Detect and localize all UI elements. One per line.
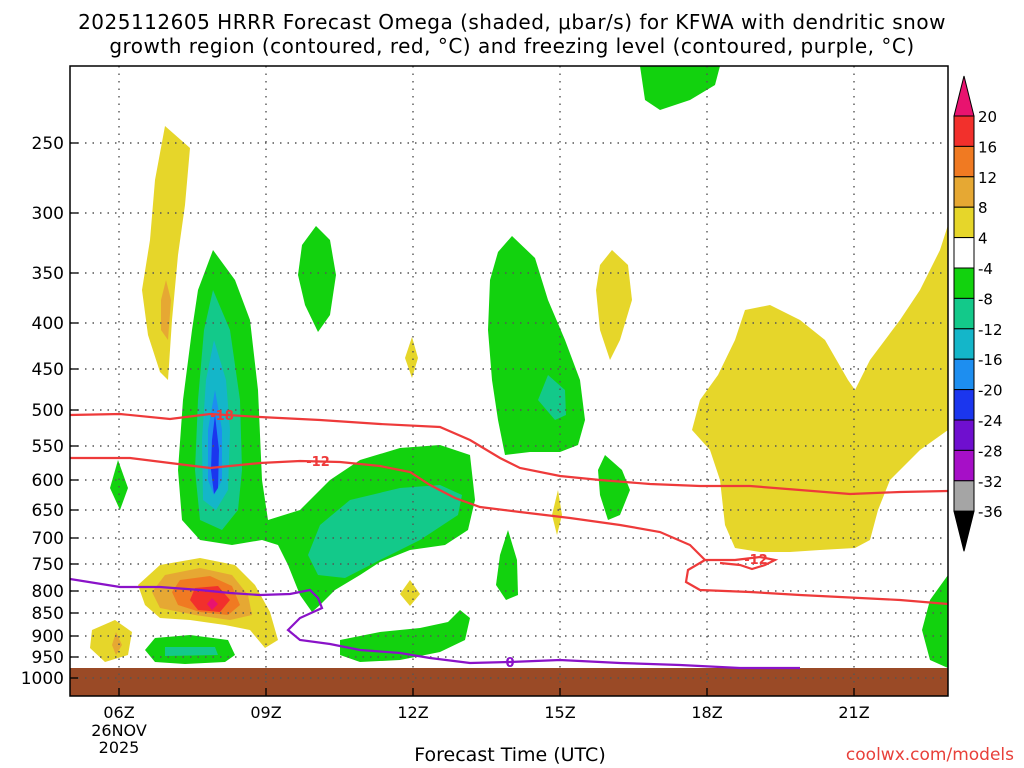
y-tick-label: 400 bbox=[32, 314, 64, 334]
colorbar-segment bbox=[953, 389, 975, 421]
colorbar-segment bbox=[953, 176, 975, 208]
omega-region-sinking-isolated-c bbox=[496, 530, 518, 600]
colorbar-segment bbox=[953, 297, 975, 330]
contours bbox=[70, 412, 948, 670]
chart-title-line-1: 2025112605 HRRR Forecast Omega (shaded, … bbox=[78, 10, 946, 34]
y-tick-label: 1000 bbox=[21, 669, 64, 689]
colorbar-label: 4 bbox=[978, 230, 988, 248]
plot-frame bbox=[69, 65, 949, 697]
contour-label-freezing: 0 bbox=[505, 656, 514, 671]
omega-region-weak-rising-small-c bbox=[552, 490, 562, 535]
y-tick-label: 250 bbox=[32, 134, 64, 154]
x-tick-label: 21Z bbox=[838, 703, 869, 722]
colorbar-label: -36 bbox=[978, 503, 1003, 521]
colorbar-segment bbox=[953, 449, 975, 482]
colorbar-segment bbox=[953, 267, 975, 299]
contour-dgz-loop bbox=[705, 555, 779, 571]
x-tick-label: 18Z bbox=[691, 703, 722, 722]
contour-freezing-level bbox=[70, 577, 800, 670]
y-tick-label: 500 bbox=[32, 401, 64, 421]
omega-shading bbox=[90, 66, 948, 668]
colorbar-segment bbox=[953, 358, 975, 391]
x-tick-label: 09Z bbox=[250, 703, 281, 722]
contour-label-dgz-loop: -12 bbox=[744, 553, 768, 568]
contour-dgz-bottom bbox=[70, 456, 948, 606]
omega-region-sinking-band bbox=[308, 485, 462, 578]
colorbar-segment bbox=[953, 480, 975, 512]
colorbar-segment bbox=[953, 328, 975, 360]
colorbar-label: 12 bbox=[978, 169, 997, 187]
y-tick-label: 950 bbox=[32, 648, 64, 668]
colorbar-label: -16 bbox=[978, 351, 1003, 369]
chart-title-line-2: growth region (contoured, red, °C) and f… bbox=[109, 34, 915, 58]
omega-region-sinking-center bbox=[488, 236, 585, 455]
colorbar-label: 8 bbox=[978, 199, 988, 217]
y-tick-label: 300 bbox=[32, 204, 64, 224]
x-date-label: 26NOV bbox=[91, 721, 147, 740]
omega-region-extreme-sinking-core bbox=[211, 415, 219, 494]
x-tick-label: 06Z bbox=[103, 703, 134, 722]
y-tick-label: 350 bbox=[32, 264, 64, 284]
omega-region-moderate-rising-bottom-left bbox=[112, 632, 122, 655]
x-tick-label: 15Z bbox=[544, 703, 575, 722]
colorbar-label: 20 bbox=[978, 108, 997, 126]
x-axis-label: Forecast Time (UTC) bbox=[414, 744, 606, 766]
colorbar-label: -8 bbox=[978, 290, 993, 308]
contour-labels: -18 -12 -12 0 bbox=[210, 409, 768, 671]
omega-region-weak-rising-right bbox=[692, 225, 948, 552]
y-tick-label: 550 bbox=[32, 437, 64, 457]
y-tick-label: 850 bbox=[32, 604, 64, 624]
omega-region-sinking-lower-right bbox=[922, 575, 948, 668]
colorbar-label: -4 bbox=[978, 260, 993, 278]
omega-region-sinking-isolated-a bbox=[598, 455, 630, 520]
colorbar-label: -24 bbox=[978, 412, 1003, 430]
colorbar-segment bbox=[953, 510, 975, 552]
colorbar-segment bbox=[953, 145, 975, 178]
y-tick-label: 700 bbox=[32, 529, 64, 549]
colorbar-label: -32 bbox=[978, 473, 1003, 491]
y-tick-label: 650 bbox=[32, 501, 64, 521]
terrain-underground bbox=[70, 668, 948, 696]
colorbar-segment bbox=[953, 115, 975, 147]
omega-region-weak-rising-left bbox=[142, 126, 190, 380]
contour-label-dgz-bottom: -12 bbox=[306, 455, 330, 470]
omega-region-weak-rising-small-b bbox=[405, 337, 418, 378]
colorbar-label: -20 bbox=[978, 382, 1003, 400]
credit-text: coolwx.com/models bbox=[845, 745, 1014, 765]
colorbar-label: -28 bbox=[978, 442, 1003, 460]
contour-dgz-top bbox=[70, 412, 948, 496]
omega-region-moderate-rising-left bbox=[161, 280, 171, 340]
colorbar-label: 16 bbox=[978, 138, 997, 156]
omega-region-strong-sinking-lower-a bbox=[165, 647, 218, 656]
colorbar: 20 16 12 8 4 -4 -8 -12 -16 -20 -24 -28 -32 -36 bbox=[953, 75, 1003, 552]
y-tick-label: 600 bbox=[32, 471, 64, 491]
omega-region-sinking-top bbox=[640, 66, 720, 110]
omega-region-sinking-lower-b bbox=[340, 610, 470, 662]
colorbar-label: -12 bbox=[978, 321, 1003, 339]
omega-region-sinking-upper-small bbox=[298, 226, 336, 332]
x-date-label: 2025 bbox=[99, 738, 140, 757]
colorbar-segment bbox=[953, 75, 975, 117]
y-tick-label: 450 bbox=[32, 360, 64, 380]
colorbar-segment bbox=[953, 419, 975, 451]
omega-region-sinking-isolated-b bbox=[110, 460, 128, 510]
omega-region-extreme-rising-lower-left bbox=[207, 598, 218, 610]
y-tick-label: 800 bbox=[32, 582, 64, 602]
contour-label-dgz-top: -18 bbox=[210, 409, 234, 424]
colorbar-segment bbox=[953, 237, 975, 269]
omega-region-weak-rising-small-d bbox=[400, 580, 420, 606]
y-tick-label: 750 bbox=[32, 555, 64, 575]
omega-region-weak-rising-small-a bbox=[596, 250, 632, 360]
omega-region-strong-sinking-center bbox=[538, 375, 566, 420]
y-tick-label: 900 bbox=[32, 627, 64, 647]
x-tick-label: 12Z bbox=[397, 703, 428, 722]
colorbar-segment bbox=[953, 206, 975, 239]
omega-region-weak-rising-bottom-left bbox=[90, 620, 132, 662]
